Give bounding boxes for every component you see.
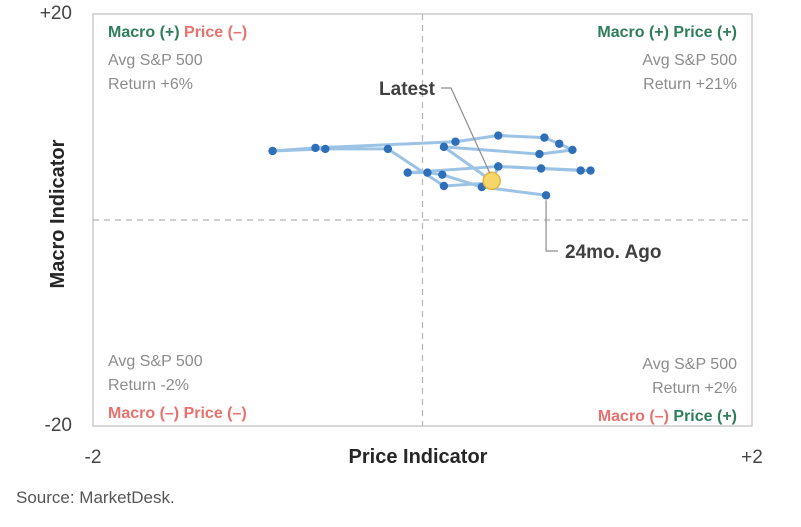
top-right-price: Price (+) bbox=[673, 24, 737, 41]
latest-label: Latest bbox=[379, 79, 436, 100]
ago-leader bbox=[545, 200, 558, 252]
data-point bbox=[586, 166, 595, 175]
data-point bbox=[423, 168, 432, 177]
top-left-stat-line2: Return +6% bbox=[108, 76, 193, 93]
data-point bbox=[555, 139, 564, 148]
data-point bbox=[576, 166, 585, 175]
top-right-macro: Macro (+) bbox=[597, 24, 669, 41]
latest-point bbox=[482, 171, 501, 191]
trail-segment bbox=[496, 164, 543, 170]
trail-segment bbox=[313, 140, 457, 150]
top-right-stat-line2: Return +21% bbox=[643, 76, 737, 93]
data-point bbox=[439, 142, 449, 152]
bottom-right-stat-line2: Return +2% bbox=[652, 380, 737, 397]
bottom-left-label: Macro (–) Price (–) bbox=[108, 405, 247, 422]
bottom-right-stat-line1: Avg S&P 500 bbox=[642, 356, 737, 373]
ago-label: 24mo. Ago bbox=[565, 242, 661, 263]
data-point bbox=[541, 191, 551, 200]
y-axis-title: Macro Indicator bbox=[47, 139, 69, 288]
trail-segment bbox=[442, 145, 541, 156]
trail-segment bbox=[496, 134, 546, 140]
top-left-price: Price (–) bbox=[184, 24, 247, 41]
bottom-left-macro: Macro (–) bbox=[108, 405, 179, 422]
data-point bbox=[403, 168, 412, 177]
x-tick-right: +2 bbox=[741, 447, 763, 468]
trail-segment bbox=[537, 148, 574, 156]
top-right-stat-line1: Avg S&P 500 bbox=[642, 52, 737, 69]
top-left-label: Macro (+) Price (–) bbox=[108, 24, 247, 41]
trail-segment bbox=[442, 145, 494, 183]
data-point bbox=[540, 133, 549, 142]
bottom-left-stat-line2: Return -2% bbox=[108, 377, 189, 394]
data-point bbox=[321, 144, 330, 154]
top-left-macro: Macro (+) bbox=[108, 24, 180, 41]
data-point bbox=[438, 170, 447, 179]
data-point bbox=[383, 144, 393, 154]
data-point bbox=[451, 137, 460, 146]
top-right-label: Macro (+) Price (+) bbox=[597, 24, 737, 41]
top-left-stat-line1: Avg S&P 500 bbox=[108, 52, 203, 69]
data-point bbox=[311, 143, 320, 153]
y-tick-bottom: -20 bbox=[45, 415, 72, 436]
data-point bbox=[494, 131, 503, 140]
data-point bbox=[494, 162, 503, 171]
trail-segment bbox=[453, 134, 500, 144]
bottom-right-macro: Macro (–) bbox=[598, 408, 669, 425]
bottom-right-label: Macro (–) Price (+) bbox=[598, 408, 737, 425]
y-tick-top: +20 bbox=[40, 3, 72, 24]
latest-leader bbox=[441, 87, 491, 174]
x-axis-title: Price Indicator bbox=[349, 446, 488, 468]
trail-segment bbox=[386, 147, 446, 188]
bottom-right-price: Price (+) bbox=[673, 408, 737, 425]
bottom-left-stat-line1: Avg S&P 500 bbox=[108, 353, 203, 370]
data-point bbox=[568, 145, 577, 155]
trail-segment bbox=[271, 146, 317, 153]
callouts bbox=[441, 87, 558, 252]
indicator-points bbox=[268, 131, 595, 200]
x-tick-left: -2 bbox=[85, 447, 102, 468]
data-point bbox=[439, 181, 449, 191]
data-point bbox=[536, 164, 546, 173]
data-point bbox=[535, 149, 544, 159]
bottom-left-price: Price (–) bbox=[184, 405, 247, 422]
source-note: Source: MarketDesk. bbox=[16, 488, 175, 507]
data-point bbox=[268, 146, 277, 156]
